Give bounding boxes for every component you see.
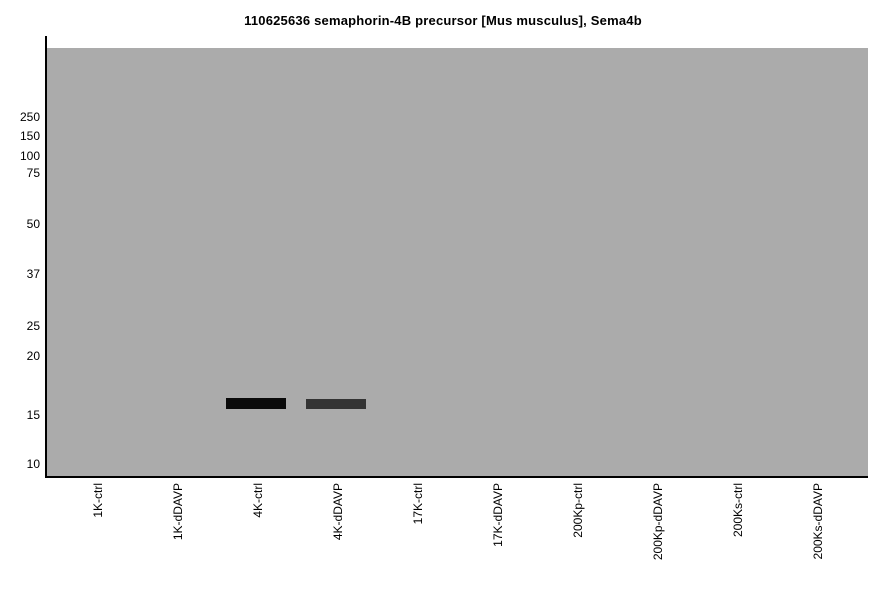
mw-tick-label: 10 — [26, 457, 40, 471]
mw-tick-label: 20 — [26, 349, 40, 363]
lane-label: 200Ks-ctrl — [731, 483, 745, 538]
lane-label: 4K-dDAVP — [331, 483, 345, 541]
mw-tick-label: 37 — [26, 267, 40, 281]
mw-tick-label: 50 — [26, 217, 40, 231]
lane-label: 17K-ctrl — [411, 483, 425, 525]
mw-tick-label: 75 — [26, 166, 40, 180]
lane-label: 1K-ctrl — [91, 483, 105, 518]
y-axis-line — [45, 36, 47, 478]
lane-label: 200Kp-dDAVP — [651, 483, 665, 561]
mw-tick-label: 25 — [26, 319, 40, 333]
blot-band — [306, 399, 366, 409]
mw-tick-label: 15 — [26, 408, 40, 422]
mw-tick-label: 150 — [19, 129, 40, 143]
mw-tick-label: 250 — [19, 110, 40, 124]
lane-label: 1K-dDAVP — [171, 483, 185, 541]
lane-label: 17K-dDAVP — [491, 483, 505, 547]
lane-label: 200Ks-dDAVP — [811, 483, 825, 560]
lane-label: 4K-ctrl — [251, 483, 265, 518]
lane-label: 200Kp-ctrl — [571, 483, 585, 538]
gel-plot-area — [47, 48, 868, 476]
mw-tick-label: 100 — [19, 149, 40, 163]
chart-title: 110625636 semaphorin-4B precursor [Mus m… — [244, 13, 642, 28]
x-axis-line — [45, 476, 868, 478]
blot-band — [226, 398, 286, 409]
